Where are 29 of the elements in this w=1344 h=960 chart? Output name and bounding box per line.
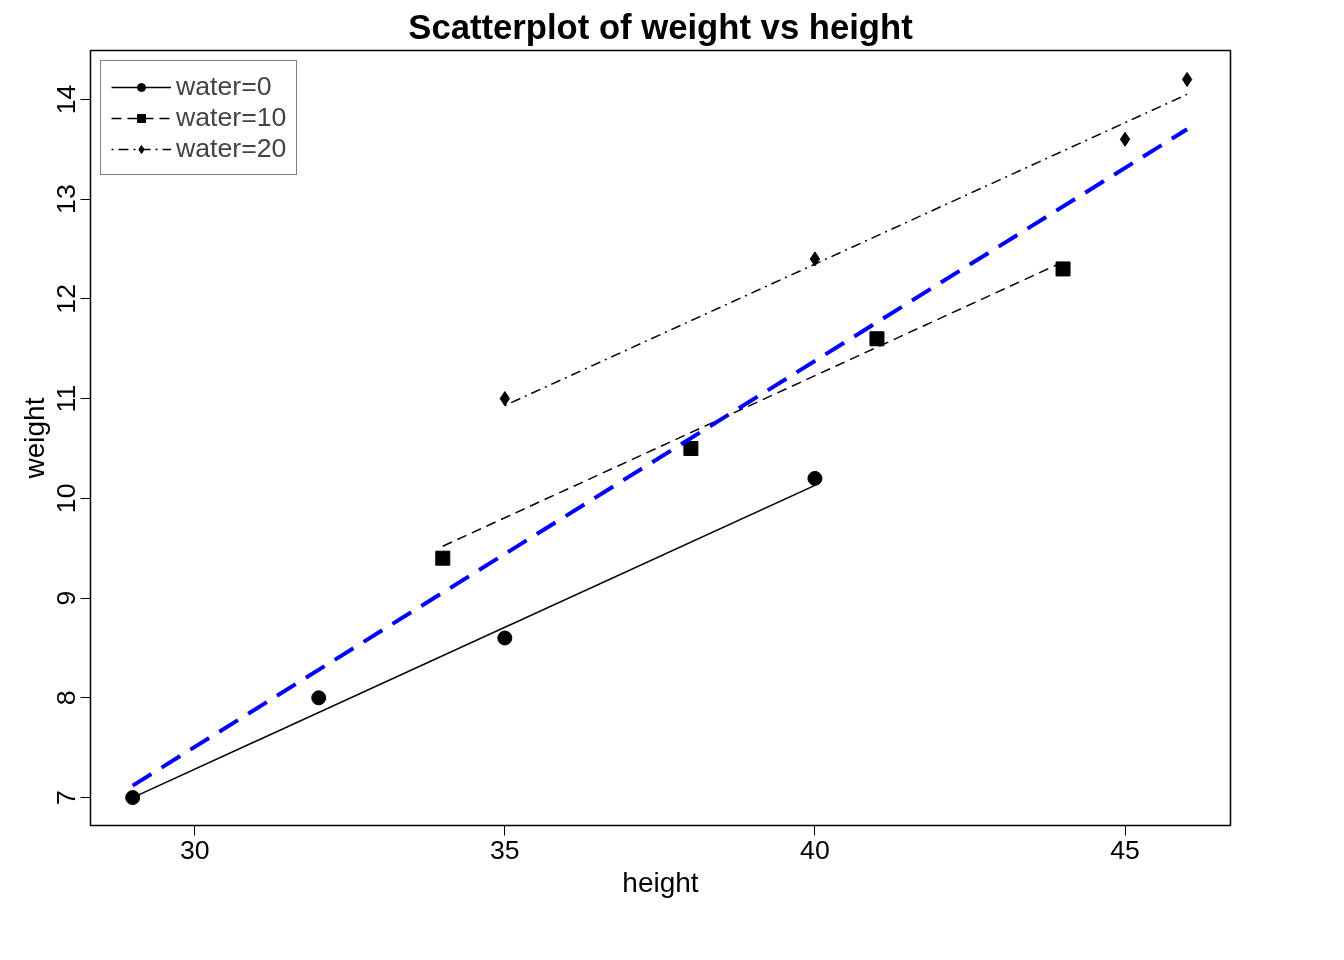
y-tick-label: 9	[51, 590, 82, 606]
x-tick-label: 40	[800, 834, 830, 865]
x-tick-label: 30	[179, 834, 210, 865]
legend-label: water=20	[176, 133, 287, 164]
y-tick-label: 14	[51, 84, 82, 115]
y-tick-label: 11	[51, 384, 82, 413]
point	[1119, 131, 1131, 147]
point	[435, 550, 451, 566]
x-tick-label: 35	[489, 834, 520, 865]
point	[497, 630, 513, 646]
point	[683, 440, 699, 456]
point	[1181, 71, 1193, 87]
y-tick-label: 10	[51, 483, 82, 514]
point	[869, 331, 885, 347]
legend-label: water=0	[176, 71, 272, 102]
chart-title: Scatterplot of weight vs height	[408, 7, 914, 46]
y-tick-label: 7	[51, 790, 82, 805]
x-axis-title: height	[622, 866, 699, 898]
y-tick-label: 8	[51, 690, 82, 706]
x-tick-label: 45	[1110, 834, 1140, 865]
point	[1055, 261, 1071, 277]
point	[807, 470, 823, 486]
point	[809, 251, 821, 267]
legend-label: water=10	[176, 102, 287, 133]
point	[311, 690, 327, 706]
y-axis-title: weight	[18, 397, 50, 480]
y-tick-label: 13	[51, 184, 82, 214]
point	[125, 790, 141, 806]
y-tick-label: 12	[51, 284, 82, 314]
